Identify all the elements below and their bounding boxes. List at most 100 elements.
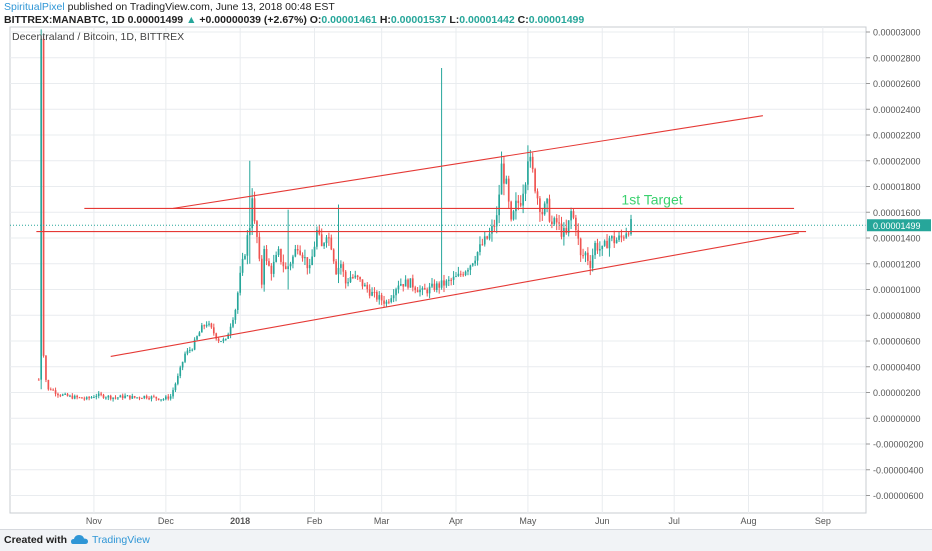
x-tick-label: Jul xyxy=(668,516,680,526)
candle-body xyxy=(208,323,210,325)
candle-body xyxy=(83,398,86,400)
candle-body xyxy=(443,280,445,286)
author-link[interactable]: SpiritualPixel xyxy=(4,1,65,13)
price-tag-box xyxy=(867,219,931,232)
candle-body xyxy=(625,233,628,238)
candle-body xyxy=(251,198,254,229)
candle-body xyxy=(241,258,244,273)
y-tick-label: -0.00000600 xyxy=(873,491,924,501)
candle-body xyxy=(553,218,556,225)
candle-body xyxy=(294,248,297,257)
open-label: O: xyxy=(309,14,322,26)
candle-body xyxy=(445,280,448,286)
candle-body xyxy=(570,211,572,221)
candle-body xyxy=(486,236,488,239)
candle-body xyxy=(594,242,596,256)
trend-line xyxy=(110,232,799,357)
candle-body xyxy=(582,255,584,257)
candle-body xyxy=(599,249,601,251)
candle-body xyxy=(529,156,532,162)
candle-body xyxy=(95,395,98,398)
candle-body xyxy=(627,233,630,235)
candle-body xyxy=(133,396,136,398)
y-tick-label: 0.00001200 xyxy=(873,259,921,269)
candle-body xyxy=(73,395,76,399)
candle-body xyxy=(428,286,431,294)
candle-body xyxy=(587,252,589,261)
candle-body xyxy=(244,255,246,259)
candle-body xyxy=(186,350,189,354)
candle-body xyxy=(344,271,347,284)
candle-body xyxy=(141,398,143,400)
candle-body xyxy=(589,260,592,269)
target-annotation[interactable]: 1st Target xyxy=(621,191,682,207)
candle-body xyxy=(534,169,536,192)
candle-body xyxy=(165,396,167,400)
candle-body xyxy=(610,236,613,239)
candle-body xyxy=(191,349,194,351)
candle-body xyxy=(371,291,373,296)
x-tick-label: Jun xyxy=(595,516,610,526)
candle-body xyxy=(42,38,45,356)
candle-body xyxy=(196,336,198,340)
x-tick-label: 2018 xyxy=(230,516,250,526)
trend-lines[interactable] xyxy=(10,115,866,357)
candle-body xyxy=(342,264,345,272)
candle-body xyxy=(467,269,469,272)
y-tick-label: 0.00001000 xyxy=(873,285,921,295)
candle-body xyxy=(112,397,114,399)
candle-body xyxy=(71,395,74,399)
candle-body xyxy=(323,243,325,247)
candle-body xyxy=(505,178,508,184)
candle-body xyxy=(555,218,558,223)
candle-body xyxy=(47,379,50,390)
candle-body xyxy=(217,338,220,342)
candle-body xyxy=(66,393,69,397)
candle-body xyxy=(440,280,443,288)
candle-body xyxy=(622,237,625,239)
candle-body xyxy=(373,291,376,293)
candle-body xyxy=(601,245,604,250)
candle-body xyxy=(459,273,462,275)
last-price: 0.00001499 xyxy=(127,14,184,26)
candle-body xyxy=(531,156,534,170)
candle-body xyxy=(488,233,491,239)
candle-body xyxy=(105,397,107,399)
candle-body xyxy=(193,339,196,350)
candle-body xyxy=(268,261,270,266)
candle-body xyxy=(81,397,83,399)
candle-body xyxy=(376,291,378,300)
grid xyxy=(10,27,866,513)
plot-area[interactable] xyxy=(9,26,867,514)
candle-body xyxy=(304,257,306,259)
candle-body xyxy=(181,361,184,368)
candle-body xyxy=(575,217,577,230)
candle-body xyxy=(414,287,417,291)
price-chart[interactable]: 0.00003000 0.00002800 0.00002600 0.00002400… xyxy=(0,0,932,529)
candle-body xyxy=(78,397,81,399)
candle-body xyxy=(354,275,357,278)
y-tick-label: 0.00002600 xyxy=(873,79,921,89)
candle-body xyxy=(551,221,553,225)
x-axis[interactable]: Nov Dec 2018 Feb Mar Apr May Jun Jul Aug Sep xyxy=(86,516,831,526)
candle-body xyxy=(546,198,548,204)
high-value: 0.00001537 xyxy=(390,14,447,26)
candle-body xyxy=(615,239,618,244)
candle-body xyxy=(558,222,560,224)
y-axis[interactable]: 0.00003000 0.00002800 0.00002600 0.00002400… xyxy=(865,27,924,513)
candle-body xyxy=(435,283,438,290)
ticker: BITTREX:MANABTC, 1D xyxy=(4,14,125,26)
candle-body xyxy=(184,353,186,362)
tradingview-brand[interactable]: TradingView xyxy=(92,534,150,546)
candle-body xyxy=(356,275,359,277)
candle-body xyxy=(54,390,57,394)
candle-body xyxy=(500,163,503,195)
candle-body xyxy=(507,178,510,202)
candle-body xyxy=(253,198,256,222)
tradingview-cloud-icon[interactable] xyxy=(70,533,90,547)
candle-body xyxy=(203,325,206,327)
candle-body xyxy=(603,240,606,246)
candle-body xyxy=(229,326,232,335)
candle-body xyxy=(539,198,541,212)
candle-body xyxy=(388,301,390,303)
